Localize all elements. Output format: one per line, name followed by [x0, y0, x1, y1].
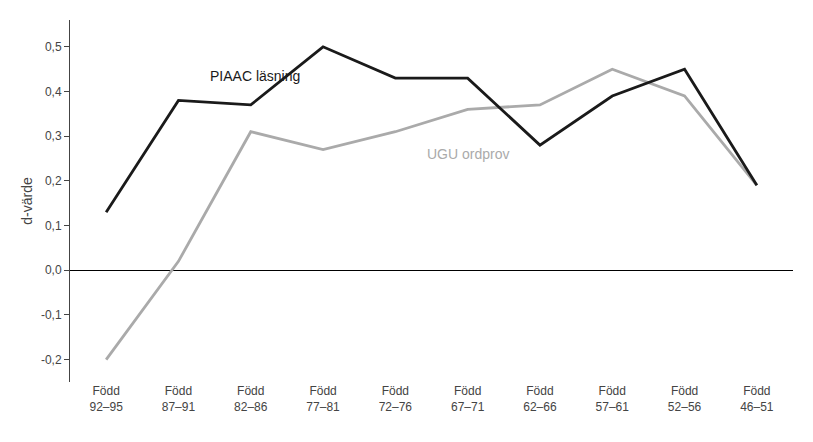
- svg-text:Född52–56: Född52–56: [668, 384, 702, 414]
- svg-text:0,2: 0,2: [45, 174, 62, 188]
- svg-text:0,5: 0,5: [45, 40, 62, 54]
- svg-text:Född57–61: Född57–61: [596, 384, 630, 414]
- svg-text:d-värde: d-värde: [19, 177, 35, 225]
- svg-text:0,0: 0,0: [45, 263, 62, 277]
- svg-text:UGU ordprov: UGU ordprov: [427, 146, 509, 162]
- svg-text:Född72–76: Född72–76: [379, 384, 413, 414]
- svg-text:0,1: 0,1: [45, 219, 62, 233]
- svg-text:Född67–71: Född67–71: [451, 384, 485, 414]
- svg-text:Född92–95: Född92–95: [89, 384, 123, 414]
- svg-text:PIAAC läsning: PIAAC läsning: [210, 68, 300, 84]
- svg-text:-0,1: -0,1: [41, 308, 62, 322]
- svg-text:Född62–66: Född62–66: [523, 384, 557, 414]
- svg-text:0,3: 0,3: [45, 129, 62, 143]
- svg-text:Född82–86: Född82–86: [234, 384, 268, 414]
- svg-text:-0,2: -0,2: [41, 353, 62, 367]
- svg-text:0,4: 0,4: [45, 85, 62, 99]
- svg-text:Född77–81: Född77–81: [306, 384, 340, 414]
- svg-text:Född87–91: Född87–91: [162, 384, 196, 414]
- svg-text:Född46–51: Född46–51: [740, 384, 774, 414]
